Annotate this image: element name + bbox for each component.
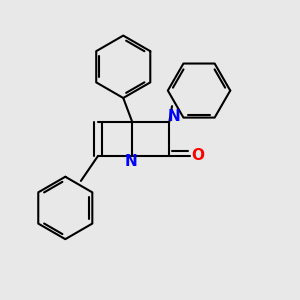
- Text: O: O: [191, 148, 204, 164]
- Text: N: N: [167, 109, 180, 124]
- Text: N: N: [124, 154, 137, 169]
